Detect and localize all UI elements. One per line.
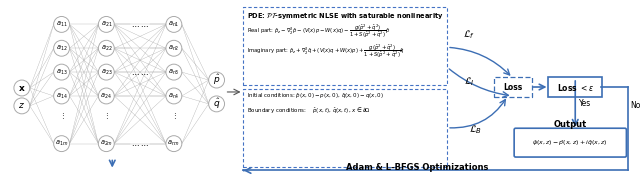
Text: No: No (630, 101, 640, 110)
Text: $a_{24}$: $a_{24}$ (100, 91, 112, 100)
Circle shape (99, 136, 115, 152)
Text: $\hat{q}$: $\hat{q}$ (213, 97, 220, 111)
Text: $a_{14}$: $a_{14}$ (56, 91, 67, 100)
Circle shape (166, 40, 182, 56)
Text: $a_{21}$: $a_{21}$ (100, 20, 112, 29)
Text: $a_{12}$: $a_{12}$ (56, 44, 67, 53)
Circle shape (166, 88, 182, 104)
Circle shape (14, 80, 30, 96)
Circle shape (166, 64, 182, 80)
Text: Loss: Loss (503, 83, 522, 92)
Text: Real part: $\hat{p}_z - \nabla_2^2\hat{p} - (V(x)p - W(x)q) - \dfrac{g(\hat{p}^2: Real part: $\hat{p}_z - \nabla_2^2\hat{p… (248, 22, 390, 40)
Text: $a_{n1}$: $a_{n1}$ (168, 20, 180, 29)
Text: $\mathcal{L}_I$: $\mathcal{L}_I$ (463, 75, 474, 88)
Circle shape (54, 88, 70, 104)
Text: Imaginary part: $\hat{p}_z + \nabla_2^2\hat{q} + (V(x)q + W(x)p) + \dfrac{g(\hat: Imaginary part: $\hat{p}_z + \nabla_2^2\… (248, 42, 405, 60)
Text: $a_{2m}$: $a_{2m}$ (100, 139, 113, 148)
Circle shape (166, 136, 182, 152)
Text: $a_{13}$: $a_{13}$ (56, 68, 67, 77)
Circle shape (14, 98, 30, 114)
Text: $\mathbf{x}$: $\mathbf{x}$ (18, 83, 26, 93)
Text: $a_{nm}$: $a_{nm}$ (167, 139, 180, 148)
Text: $\mathcal{L}_B$: $\mathcal{L}_B$ (469, 123, 483, 136)
Circle shape (54, 40, 70, 56)
Text: $\vdots$: $\vdots$ (171, 111, 177, 121)
Text: $a_{23}$: $a_{23}$ (100, 68, 112, 77)
Circle shape (99, 88, 115, 104)
Text: PDE: $\mathcal{PT}$-symmetric NLSE with saturable nonlinearity: PDE: $\mathcal{PT}$-symmetric NLSE with … (248, 10, 444, 21)
Text: Boundary conditions:    $\hat{p}(x,t),\, \hat{q}(x,t),\, x\in\partial\Omega$: Boundary conditions: $\hat{p}(x,t),\, \h… (248, 105, 371, 115)
Text: Adam & L-BFGS Optimizations: Adam & L-BFGS Optimizations (346, 164, 488, 172)
Circle shape (166, 17, 182, 32)
Text: $a_{n2}$: $a_{n2}$ (168, 44, 180, 53)
FancyBboxPatch shape (548, 77, 602, 97)
Text: $a_{1m}$: $a_{1m}$ (55, 139, 68, 148)
Text: $\cdots\;\cdots$: $\cdots\;\cdots$ (131, 139, 149, 148)
Circle shape (99, 40, 115, 56)
Text: $z$: $z$ (19, 101, 26, 110)
Text: $\hat{p}$: $\hat{p}$ (213, 73, 220, 87)
FancyBboxPatch shape (494, 77, 532, 97)
Text: $\vdots$: $\vdots$ (59, 111, 65, 121)
Text: $a_{11}$: $a_{11}$ (56, 20, 67, 29)
Circle shape (209, 96, 225, 112)
Text: $\cdots\;\cdots$: $\cdots\;\cdots$ (131, 20, 149, 29)
Circle shape (99, 64, 115, 80)
Text: $\mathcal{L}_f$: $\mathcal{L}_f$ (463, 29, 475, 41)
Text: $a_{n4}$: $a_{n4}$ (168, 91, 180, 100)
Text: $\hat{\psi}(x,z) - \hat{p}(x,z) + i\hat{q}(x,z)$: $\hat{\psi}(x,z) - \hat{p}(x,z) + i\hat{… (532, 138, 608, 147)
Text: $a_{n3}$: $a_{n3}$ (168, 68, 180, 77)
FancyBboxPatch shape (514, 128, 627, 157)
Circle shape (99, 17, 115, 32)
Circle shape (54, 136, 70, 152)
Text: Loss $< \varepsilon$: Loss $< \varepsilon$ (557, 81, 594, 93)
Circle shape (209, 72, 225, 88)
Text: $\vdots$: $\vdots$ (104, 111, 109, 121)
Circle shape (54, 17, 70, 32)
Text: $a_{22}$: $a_{22}$ (100, 44, 112, 53)
Text: Initial conditions: $\hat{p}(x,0)-p(x,0),\, \hat{q}(x,0)-q(x,0)$: Initial conditions: $\hat{p}(x,0)-p(x,0)… (248, 91, 385, 101)
Text: Yes: Yes (579, 99, 591, 108)
Text: Output: Output (554, 120, 587, 129)
Text: $\cdots\;\cdots$: $\cdots\;\cdots$ (131, 68, 149, 77)
Circle shape (54, 64, 70, 80)
